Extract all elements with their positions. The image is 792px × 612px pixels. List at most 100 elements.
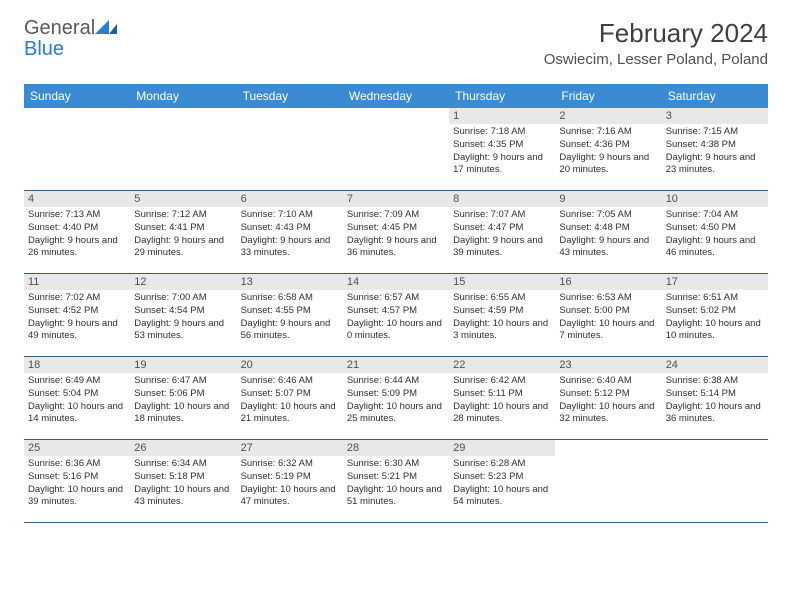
day-details: Sunrise: 6:55 AMSunset: 4:59 PMDaylight:… <box>453 292 551 343</box>
day-number: 29 <box>449 440 555 456</box>
week-row: 4 Sunrise: 7:13 AMSunset: 4:40 PMDaylight… <box>24 191 768 274</box>
day-cell: 18Sunrise: 6:49 AMSunset: 5:04 PMDayligh… <box>24 357 130 439</box>
empty-cell <box>24 108 130 190</box>
day-cell: 12 Sunrise: 7:00 AMSunset: 4:54 PMDayligh… <box>130 274 236 356</box>
day-number: 17 <box>662 274 768 290</box>
week-row: 18Sunrise: 6:49 AMSunset: 5:04 PMDayligh… <box>24 357 768 440</box>
day-number: 4 <box>24 191 130 207</box>
day-cell: 5Sunrise: 7:12 AMSunset: 4:41 PMDaylight… <box>130 191 236 273</box>
day-number: 12 <box>130 274 236 290</box>
day-cell: 3 Sunrise: 7:15 AMSunset: 4:38 PMDaylight… <box>662 108 768 190</box>
day-details: Sunrise: 7:12 AMSunset: 4:41 PMDaylight:… <box>134 209 232 260</box>
day-cell: 14 Sunrise: 6:57 AMSunset: 4:57 PMDayligh… <box>343 274 449 356</box>
day-details: Sunrise: 7:00 AMSunset: 4:54 PMDaylight:… <box>134 292 232 343</box>
day-header-cell: Wednesday <box>343 84 449 108</box>
day-number: 23 <box>555 357 661 373</box>
day-number: 14 <box>343 274 449 290</box>
empty-cell <box>237 108 343 190</box>
day-number: 6 <box>237 191 343 207</box>
day-cell: 8 Sunrise: 7:07 AMSunset: 4:47 PMDaylight… <box>449 191 555 273</box>
day-number: 24 <box>662 357 768 373</box>
day-cell: 9 Sunrise: 7:05 AMSunset: 4:48 PMDaylight… <box>555 191 661 273</box>
day-details: Sunrise: 7:05 AMSunset: 4:48 PMDaylight:… <box>559 209 657 260</box>
week-row: 1Sunrise: 7:18 AMSunset: 4:35 PMDaylight… <box>24 108 768 191</box>
day-number: 20 <box>237 357 343 373</box>
day-header-cell: Tuesday <box>237 84 343 108</box>
day-details: Sunrise: 6:58 AMSunset: 4:55 PMDaylight:… <box>241 292 339 343</box>
page-header: General Blue February 2024 Oswiecim, Les… <box>0 0 792 74</box>
logo: General Blue <box>24 18 117 60</box>
day-details: Sunrise: 6:44 AMSunset: 5:09 PMDaylight:… <box>347 375 445 426</box>
day-header-cell: Sunday <box>24 84 130 108</box>
day-cell: 4 Sunrise: 7:13 AMSunset: 4:40 PMDaylight… <box>24 191 130 273</box>
day-number: 8 <box>449 191 555 207</box>
day-details: Sunrise: 6:30 AMSunset: 5:21 PMDaylight:… <box>347 458 445 509</box>
day-details: Sunrise: 6:34 AMSunset: 5:18 PMDaylight:… <box>134 458 232 509</box>
day-details: Sunrise: 6:32 AMSunset: 5:19 PMDaylight:… <box>241 458 339 509</box>
day-cell: 27 Sunrise: 6:32 AMSunset: 5:19 PMDayligh… <box>237 440 343 522</box>
day-cell: 16 Sunrise: 6:53 AMSunset: 5:00 PMDayligh… <box>555 274 661 356</box>
empty-cell <box>130 108 236 190</box>
day-number: 2 <box>555 108 661 124</box>
day-cell: 17 Sunrise: 6:51 AMSunset: 5:02 PMDayligh… <box>662 274 768 356</box>
day-cell: 20Sunrise: 6:46 AMSunset: 5:07 PMDayligh… <box>237 357 343 439</box>
day-number: 27 <box>237 440 343 456</box>
day-number: 21 <box>343 357 449 373</box>
day-number: 22 <box>449 357 555 373</box>
day-cell: 7Sunrise: 7:09 AMSunset: 4:45 PMDaylight… <box>343 191 449 273</box>
day-cell: 19Sunrise: 6:47 AMSunset: 5:06 PMDayligh… <box>130 357 236 439</box>
day-cell: 23Sunrise: 6:40 AMSunset: 5:12 PMDayligh… <box>555 357 661 439</box>
day-number: 19 <box>130 357 236 373</box>
day-cell: 11 Sunrise: 7:02 AMSunset: 4:52 PMDayligh… <box>24 274 130 356</box>
day-cell: 26 Sunrise: 6:34 AMSunset: 5:18 PMDayligh… <box>130 440 236 522</box>
day-header-cell: Friday <box>555 84 661 108</box>
day-details: Sunrise: 7:15 AMSunset: 4:38 PMDaylight:… <box>666 126 764 177</box>
day-number: 7 <box>343 191 449 207</box>
day-cell: 24 Sunrise: 6:38 AMSunset: 5:14 PMDayligh… <box>662 357 768 439</box>
day-details: Sunrise: 6:42 AMSunset: 5:11 PMDaylight:… <box>453 375 551 426</box>
day-cell: 25 Sunrise: 6:36 AMSunset: 5:16 PMDayligh… <box>24 440 130 522</box>
day-number: 15 <box>449 274 555 290</box>
day-number: 16 <box>555 274 661 290</box>
day-cell: 13Sunrise: 6:58 AMSunset: 4:55 PMDayligh… <box>237 274 343 356</box>
week-row: 25 Sunrise: 6:36 AMSunset: 5:16 PMDayligh… <box>24 440 768 523</box>
day-details: Sunrise: 6:49 AMSunset: 5:04 PMDaylight:… <box>28 375 126 426</box>
day-number: 9 <box>555 191 661 207</box>
logo-triangle-icon <box>95 20 117 34</box>
day-cell: 10 Sunrise: 7:04 AMSunset: 4:50 PMDayligh… <box>662 191 768 273</box>
day-details: Sunrise: 6:57 AMSunset: 4:57 PMDaylight:… <box>347 292 445 343</box>
day-details: Sunrise: 7:13 AMSunset: 4:40 PMDaylight:… <box>28 209 126 260</box>
day-details: Sunrise: 7:02 AMSunset: 4:52 PMDaylight:… <box>28 292 126 343</box>
day-number: 1 <box>449 108 555 124</box>
calendar: SundayMondayTuesdayWednesdayThursdayFrid… <box>24 84 768 523</box>
day-cell: 21 Sunrise: 6:44 AMSunset: 5:09 PMDayligh… <box>343 357 449 439</box>
day-details: Sunrise: 7:16 AMSunset: 4:36 PMDaylight:… <box>559 126 657 177</box>
day-number: 25 <box>24 440 130 456</box>
day-details: Sunrise: 6:38 AMSunset: 5:14 PMDaylight:… <box>666 375 764 426</box>
day-details: Sunrise: 7:10 AMSunset: 4:43 PMDaylight:… <box>241 209 339 260</box>
day-cell: 28 Sunrise: 6:30 AMSunset: 5:21 PMDayligh… <box>343 440 449 522</box>
day-details: Sunrise: 7:07 AMSunset: 4:47 PMDaylight:… <box>453 209 551 260</box>
day-header-cell: Thursday <box>449 84 555 108</box>
week-row: 11 Sunrise: 7:02 AMSunset: 4:52 PMDayligh… <box>24 274 768 357</box>
day-cell: 22 Sunrise: 6:42 AMSunset: 5:11 PMDayligh… <box>449 357 555 439</box>
day-cell: 29 Sunrise: 6:28 AMSunset: 5:23 PMDayligh… <box>449 440 555 522</box>
empty-cell <box>555 440 661 522</box>
empty-cell <box>662 440 768 522</box>
empty-cell <box>343 108 449 190</box>
day-number: 10 <box>662 191 768 207</box>
day-details: Sunrise: 6:28 AMSunset: 5:23 PMDaylight:… <box>453 458 551 509</box>
day-header-cell: Saturday <box>662 84 768 108</box>
title-block: February 2024 Oswiecim, Lesser Poland, P… <box>544 18 768 68</box>
day-cell: 15 Sunrise: 6:55 AMSunset: 4:59 PMDayligh… <box>449 274 555 356</box>
month-title: February 2024 <box>544 18 768 49</box>
day-number: 11 <box>24 274 130 290</box>
day-details: Sunrise: 6:53 AMSunset: 5:00 PMDaylight:… <box>559 292 657 343</box>
day-number: 28 <box>343 440 449 456</box>
day-details: Sunrise: 7:04 AMSunset: 4:50 PMDaylight:… <box>666 209 764 260</box>
logo-text-blue: Blue <box>24 38 64 60</box>
day-details: Sunrise: 6:36 AMSunset: 5:16 PMDaylight:… <box>28 458 126 509</box>
day-details: Sunrise: 6:51 AMSunset: 5:02 PMDaylight:… <box>666 292 764 343</box>
day-number: 3 <box>662 108 768 124</box>
day-number: 26 <box>130 440 236 456</box>
